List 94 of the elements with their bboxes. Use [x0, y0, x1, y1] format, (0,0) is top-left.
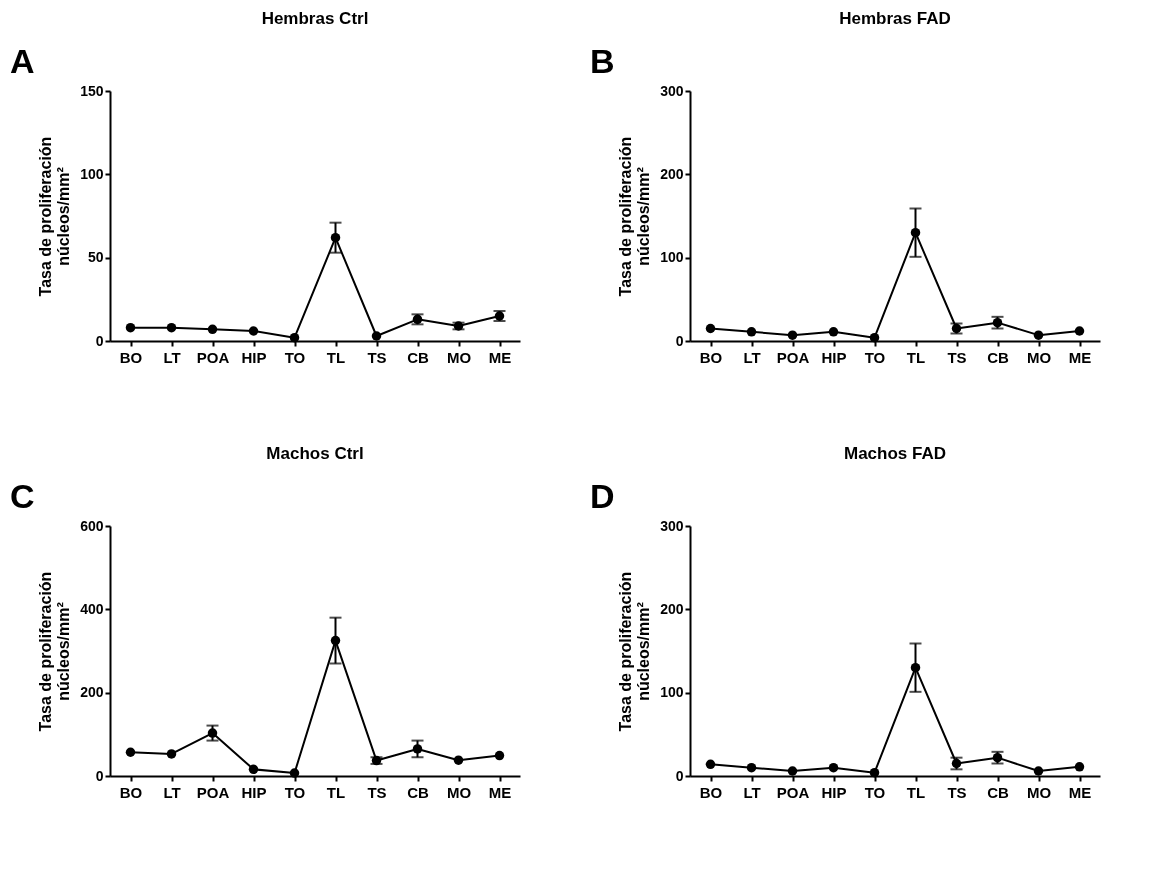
y-axis-title: Tasa de proliferación núcleos/mm²	[617, 571, 653, 732]
chart-title: Hembras FAD	[839, 9, 951, 28]
x-tick-label: TL	[326, 348, 346, 366]
point	[289, 768, 300, 778]
x-tick-label: POA	[196, 783, 230, 801]
y-axis-title: Tasa de proliferación núcleos/mm²	[617, 136, 653, 297]
x-tick-label: CB	[407, 783, 429, 801]
x-tick-label: HIP	[241, 348, 267, 366]
x-tick-label: BO	[119, 348, 143, 366]
point	[869, 332, 880, 343]
x-tick-label: LT	[743, 783, 761, 801]
x-tick-label: ME	[1068, 348, 1092, 366]
x-tick-label: POA	[776, 783, 810, 801]
y-tick-label: 100	[660, 249, 684, 266]
point	[248, 764, 259, 775]
point	[828, 762, 839, 773]
x-tick-label: LT	[163, 783, 181, 801]
point	[166, 322, 177, 333]
point	[1033, 330, 1044, 340]
point	[705, 759, 716, 770]
point	[828, 327, 839, 337]
y-tick-label: 600	[80, 517, 104, 534]
chart-title: Hembras Ctrl	[261, 9, 369, 28]
x-tick-label: CB	[987, 783, 1009, 801]
y-tick-label: 0	[95, 767, 104, 784]
y-tick-label: 50	[87, 249, 104, 266]
x-tick-label: TS	[947, 783, 967, 801]
x-tick-label: BO	[699, 348, 723, 366]
x-tick-label: HIP	[821, 783, 847, 801]
y-tick-label: 200	[660, 165, 684, 182]
y-axis-title: Tasa de proliferación núcleos/mm²	[37, 136, 73, 297]
point	[248, 326, 259, 336]
x-tick-label: POA	[196, 348, 230, 366]
y-tick-label: 0	[675, 767, 684, 784]
y-tick-label: 300	[660, 82, 684, 99]
x-tick-label: TS	[367, 348, 387, 366]
x-tick-label: ME	[488, 783, 512, 801]
x-tick-label: TO	[284, 783, 306, 801]
point	[787, 330, 798, 340]
x-tick-label: ME	[1068, 783, 1092, 801]
y-tick-label: 150	[80, 82, 104, 99]
x-tick-label: TL	[906, 348, 926, 366]
x-tick-label: MO	[1026, 783, 1052, 801]
x-tick-label: HIP	[821, 348, 847, 366]
x-tick-label: TS	[367, 783, 387, 801]
point	[207, 324, 218, 335]
y-axis-title: Tasa de proliferación núcleos/mm²	[37, 571, 73, 732]
point	[1074, 326, 1085, 336]
y-tick-label: 300	[660, 517, 684, 534]
x-tick-label: HIP	[241, 783, 267, 801]
y-tick-label: 200	[660, 600, 684, 617]
x-tick-label: TO	[284, 348, 306, 366]
x-tick-label: MO	[446, 348, 472, 366]
text: B	[590, 42, 615, 80]
y-tick-label: 100	[660, 684, 684, 701]
point	[289, 332, 300, 343]
point	[869, 767, 880, 778]
y-tick-label: 0	[95, 332, 104, 349]
x-tick-label: CB	[407, 348, 429, 366]
point	[1074, 762, 1085, 772]
point	[1033, 766, 1044, 776]
x-tick-label: BO	[119, 783, 143, 801]
point	[453, 755, 464, 765]
x-tick-label: BO	[699, 783, 723, 801]
text: C	[10, 477, 35, 515]
x-tick-label: TO	[864, 783, 886, 801]
x-tick-label: MO	[446, 783, 472, 801]
point	[125, 747, 136, 757]
point	[371, 331, 382, 341]
y-tick-label: 0	[675, 332, 684, 349]
x-tick-label: CB	[987, 348, 1009, 366]
x-tick-label: ME	[488, 348, 512, 366]
text: D	[590, 477, 615, 515]
point	[787, 766, 798, 776]
y-tick-label: 100	[80, 165, 104, 182]
y-tick-label: 400	[80, 600, 104, 617]
chart-title: Machos FAD	[843, 444, 947, 463]
text: A	[10, 42, 35, 80]
point	[746, 762, 757, 773]
x-tick-label: TS	[947, 348, 967, 366]
y-tick-label: 200	[80, 684, 104, 701]
point	[746, 327, 757, 337]
x-tick-label: LT	[743, 348, 761, 366]
point	[125, 322, 136, 333]
x-tick-label: MO	[1026, 348, 1052, 366]
point	[494, 750, 505, 761]
x-tick-label: TO	[864, 348, 886, 366]
point	[166, 749, 177, 759]
x-tick-label: LT	[163, 348, 181, 366]
x-tick-label: TL	[326, 783, 346, 801]
chart-title: Machos Ctrl	[266, 444, 364, 463]
x-tick-label: POA	[776, 348, 810, 366]
x-tick-label: TL	[906, 783, 926, 801]
point	[705, 323, 716, 334]
